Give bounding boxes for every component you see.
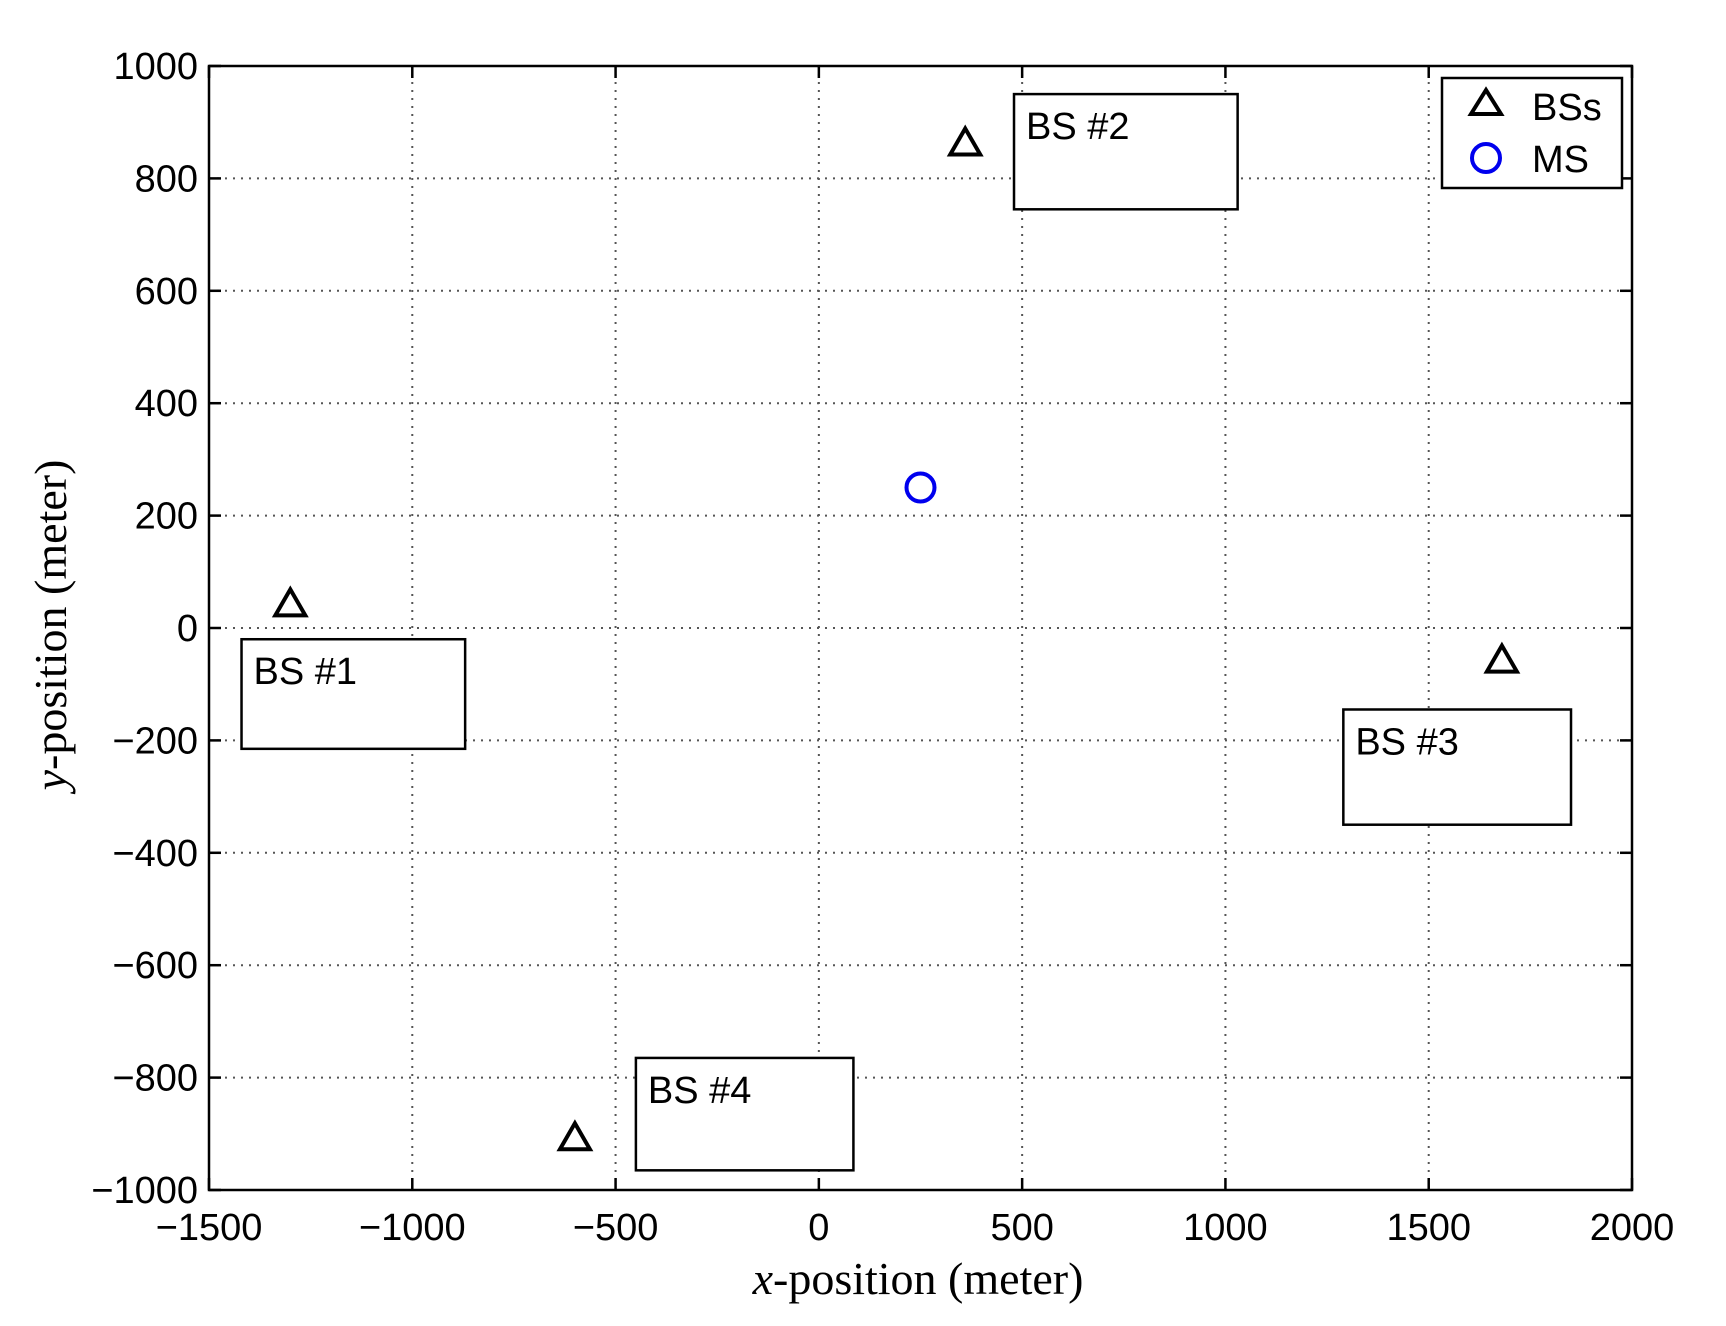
x-tick-label: −1500 <box>156 1207 263 1249</box>
y-axis-label: y-position (meter) <box>25 460 76 795</box>
annotation-box-3 <box>1342 708 1573 826</box>
y-tick-label: −1000 <box>91 1170 198 1212</box>
data-points <box>271 124 1521 1152</box>
y-tick-label: −800 <box>112 1058 198 1100</box>
y-tick-label: 600 <box>135 271 198 313</box>
x-tick-label: 1500 <box>1386 1207 1471 1249</box>
y-tick-label: 200 <box>135 496 198 538</box>
tick-labels: −1500 −1000 −500 0 500 1000 1500 2000−1000−800−… <box>91 46 1674 1249</box>
ms-circle-point <box>904 471 937 504</box>
legend-label-bss: BSs <box>1532 87 1602 129</box>
bs-triangle-point <box>946 124 984 157</box>
x-tick-label: 500 <box>990 1207 1053 1249</box>
annotation-label-1: BS #1 <box>254 651 358 693</box>
y-tick-label: −400 <box>112 833 198 875</box>
x-tick-label: −1000 <box>359 1207 466 1249</box>
x-axis-label: x-position (meter) <box>752 1253 1084 1304</box>
annotation-box-4 <box>634 1056 855 1172</box>
axis-ticks <box>207 64 1634 1192</box>
legend: BSs MS <box>1440 76 1624 190</box>
annotations: BS #1 BS #2 BS #3 BS #4 <box>240 92 1573 1172</box>
legend-box <box>1440 76 1624 190</box>
annotation-label-4: BS #4 <box>648 1070 752 1112</box>
x-tick-label: −500 <box>573 1207 659 1249</box>
annotation-label-2: BS #2 <box>1026 106 1130 148</box>
grid-lines <box>209 66 1632 1190</box>
annotation-box-1 <box>240 637 467 751</box>
legend-circle-icon <box>1470 142 1502 174</box>
y-tick-label: 400 <box>135 383 198 425</box>
legend-label-ms: MS <box>1532 139 1589 181</box>
annotation-label-3: BS #3 <box>1355 721 1459 763</box>
y-tick-label: 0 <box>177 608 198 650</box>
x-tick-label: 2000 <box>1590 1207 1675 1249</box>
x-tick-label: 0 <box>808 1207 829 1249</box>
bs-triangle-point <box>1483 641 1521 674</box>
y-tick-label: −600 <box>112 945 198 987</box>
legend-triangle-icon <box>1467 86 1505 116</box>
y-tick-label: 800 <box>135 158 198 200</box>
y-tick-label: 1000 <box>113 46 198 88</box>
bs-triangle-point <box>556 1119 594 1152</box>
x-tick-label: 1000 <box>1183 1207 1268 1249</box>
annotation-box-2 <box>1012 92 1239 211</box>
y-tick-label: −200 <box>112 720 198 762</box>
bs-triangle-point <box>271 585 309 618</box>
